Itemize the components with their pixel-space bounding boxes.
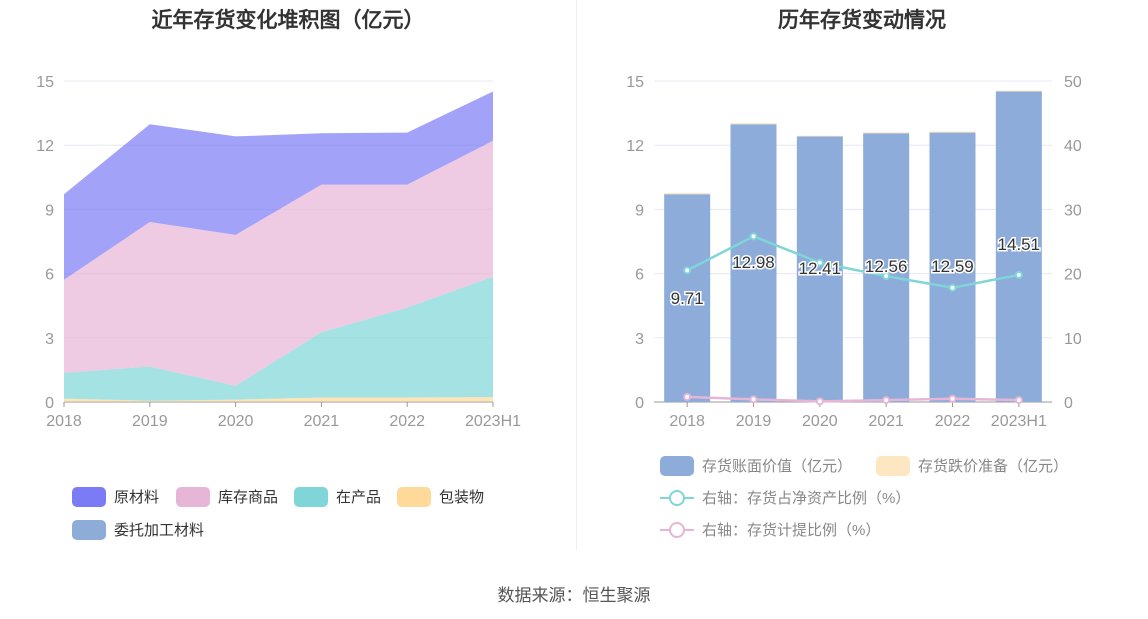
line-point (683, 266, 692, 275)
legend-swatch (397, 486, 431, 507)
x-tick-label: 2020 (802, 413, 838, 430)
y2-tick-label: 40 (1064, 138, 1082, 155)
x-tick-label: 2023H1 (991, 413, 1047, 430)
legend-swatch (176, 486, 210, 507)
legend-swatch (660, 455, 694, 476)
x-tick-label: 2019 (132, 413, 168, 430)
x-tick-label: 2023H1 (465, 413, 521, 430)
bar-存货跌价准备（亿元） (995, 90, 1042, 92)
legend-item[interactable]: 存货跌价准备（亿元） (876, 455, 1068, 476)
legend-label: 右轴：存货占净资产比例（%） (702, 490, 911, 507)
y-tick-label: 6 (45, 267, 54, 284)
legend-swatch (294, 486, 328, 507)
x-tick-label: 2021 (868, 413, 904, 430)
legend-label: 包装物 (439, 489, 485, 506)
legend-item[interactable]: 库存商品 (176, 486, 278, 507)
area-在产品 (64, 276, 493, 401)
y2-tick-label: 0 (1064, 395, 1073, 412)
legend-swatch (660, 488, 694, 508)
legend-swatch (72, 486, 106, 507)
bar-存货账面价值（亿元） (730, 124, 777, 402)
x-tick-label: 2018 (669, 413, 705, 430)
bar-value-label: 12.59 (931, 257, 974, 276)
bar-存货账面价值（亿元） (863, 133, 910, 402)
y-tick-label: 15 (626, 74, 644, 91)
legend-item[interactable]: 右轴：存货计提比例（%） (660, 519, 880, 540)
bar-存货账面价值（亿元） (796, 136, 843, 402)
x-tick-label: 2022 (935, 413, 971, 430)
legend-label: 存货跌价准备（亿元） (918, 458, 1069, 475)
legend-label: 委托加工材料 (114, 522, 205, 539)
legend-label: 在产品 (336, 489, 382, 506)
y-tick-label: 3 (45, 331, 54, 348)
y-tick-label: 9 (635, 202, 644, 219)
y-tick-label: 9 (45, 202, 54, 219)
line-point (1014, 270, 1023, 279)
bar-value-label: 12.98 (732, 253, 775, 272)
y-tick-label: 12 (626, 138, 644, 155)
y-tick-label: 3 (635, 331, 644, 348)
legend-item[interactable]: 原材料 (72, 486, 159, 507)
legend-label: 存货账面价值（亿元） (702, 458, 853, 475)
bar-存货跌价准备（亿元） (730, 123, 777, 125)
area-库存商品 (64, 140, 493, 386)
bar-value-label: 9.71 (671, 289, 704, 308)
bar-value-label: 12.41 (799, 259, 842, 278)
legend-item[interactable]: 右轴：存货占净资产比例（%） (660, 487, 910, 508)
legend-label: 原材料 (114, 489, 160, 506)
legend-label: 库存商品 (218, 489, 279, 506)
legend-label: 右轴：存货计提比例（%） (702, 522, 881, 539)
x-tick-label: 2020 (218, 413, 254, 430)
bar-存货跌价准备（亿元） (929, 131, 976, 133)
x-tick-label: 2018 (46, 413, 82, 430)
y-tick-label: 6 (635, 267, 644, 284)
x-tick-label: 2019 (736, 413, 772, 430)
y2-tick-label: 50 (1064, 74, 1082, 91)
area-原材料 (64, 91, 493, 280)
bar-存货账面价值（亿元） (929, 132, 976, 402)
line-point (1014, 396, 1023, 405)
divider (576, 0, 577, 550)
line-point (749, 395, 758, 404)
x-tick-label: 2022 (389, 413, 425, 430)
bar-存货跌价准备（亿元） (796, 135, 843, 137)
bar-存货账面价值（亿元） (664, 194, 711, 402)
right-chart-title: 历年存货变动情况 (778, 9, 946, 32)
y2-tick-label: 10 (1064, 331, 1082, 348)
line-point (683, 392, 692, 401)
area-包装物 (64, 397, 493, 402)
legend-swatch (660, 520, 694, 540)
left-chart-title: 近年存货变化堆积图（亿元） (151, 9, 425, 32)
legend-item[interactable]: 委托加工材料 (72, 519, 204, 540)
legend-item[interactable]: 在产品 (294, 486, 381, 507)
y-tick-label: 0 (635, 395, 644, 412)
y-tick-label: 12 (36, 138, 54, 155)
legend-swatch (876, 455, 910, 476)
bar-存货跌价准备（亿元） (863, 132, 910, 134)
legend-swatch (72, 519, 106, 540)
line-point (882, 272, 891, 281)
y-tick-label: 15 (36, 74, 54, 91)
x-tick-label: 2021 (304, 413, 340, 430)
line-point (948, 283, 957, 292)
y2-tick-label: 30 (1064, 202, 1082, 219)
line-point (882, 396, 891, 405)
bar-value-label: 12.56 (865, 257, 908, 276)
line-point (815, 397, 824, 406)
bar-存货跌价准备（亿元） (664, 192, 711, 195)
bar-存货账面价值（亿元） (995, 91, 1042, 403)
y2-tick-label: 20 (1064, 267, 1082, 284)
line-右轴：存货计提比例（%） (687, 395, 1019, 403)
bar-value-label: 14.51 (998, 235, 1041, 254)
data-source: 数据来源：恒生聚源 (497, 586, 651, 605)
line-point (948, 394, 957, 403)
line-右轴：存货占净资产比例（%） (686, 234, 1020, 289)
legend-item[interactable]: 包装物 (397, 486, 484, 507)
line-point (815, 258, 824, 267)
y-tick-label: 0 (45, 395, 54, 412)
legend-item[interactable]: 存货账面价值（亿元） (660, 455, 852, 476)
line-point (749, 232, 758, 241)
